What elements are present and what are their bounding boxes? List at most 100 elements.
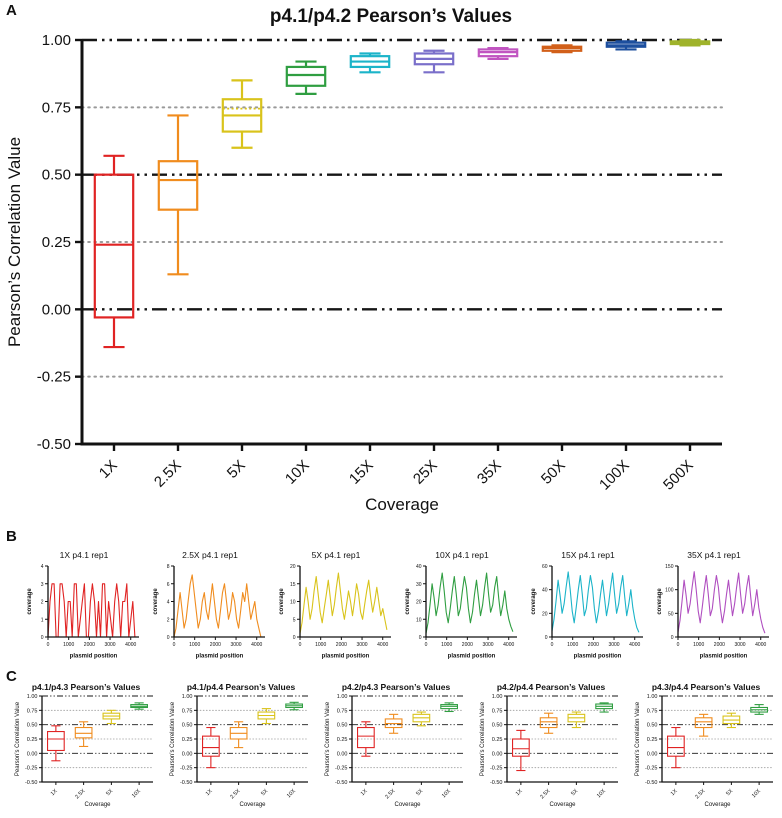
- svg-text:0.00: 0.00: [337, 751, 348, 757]
- coverage-chart-cell: 2.5X p4.1 rep1 0 2 4 6 8 0 1000 2000 3000 4000 cov…: [150, 550, 270, 660]
- svg-text:Coverage: Coverage: [394, 802, 421, 808]
- pearson-chart-cell: p4.2/p4.4 Pearson’s Values 1X 2.5X 5X 10X -0…: [477, 682, 625, 809]
- svg-text:-0.25: -0.25: [490, 766, 503, 772]
- svg-text:Coverage: Coverage: [549, 802, 576, 808]
- coverage-line-chart-2-5x: 0 2 4 6 8 0 1000 2000 3000 4000 coverage plasmid po…: [150, 562, 270, 660]
- svg-text:0: 0: [677, 642, 680, 648]
- svg-text:10: 10: [416, 617, 422, 623]
- panel-c-row: p4.1/p4.3 Pearson’s Values 1X 2.5X 5X 10X -0…: [12, 682, 780, 809]
- coverage-line-chart-5x: 0 5 10 15 20 0 1000 2000 3000 4000 coverage plasmid…: [276, 562, 396, 660]
- svg-text:3: 3: [41, 582, 44, 588]
- svg-text:plasmid position: plasmid position: [448, 654, 496, 660]
- svg-text:0: 0: [545, 635, 548, 641]
- svg-text:0.25: 0.25: [27, 737, 38, 743]
- svg-text:100X: 100X: [596, 457, 633, 494]
- svg-text:1000: 1000: [567, 642, 578, 648]
- svg-text:2000: 2000: [336, 642, 347, 648]
- svg-text:2: 2: [41, 600, 44, 606]
- svg-text:40: 40: [416, 564, 422, 570]
- svg-text:plasmid position: plasmid position: [700, 654, 748, 660]
- svg-text:0.50: 0.50: [647, 723, 658, 729]
- svg-text:2.5X: 2.5X: [229, 788, 241, 800]
- svg-text:2.5X: 2.5X: [539, 788, 551, 800]
- boxplot-title: p4.1/p4.3 Pearson’s Values: [31, 682, 141, 692]
- svg-text:0: 0: [293, 635, 296, 641]
- svg-text:20: 20: [542, 611, 548, 617]
- svg-text:1.00: 1.00: [647, 694, 658, 700]
- svg-text:5X: 5X: [224, 457, 249, 482]
- svg-text:0: 0: [167, 635, 170, 641]
- panel-label-b: B: [6, 528, 17, 545]
- coverage-chart-cell: 10X p4.1 rep1 0 10 20 30 40 0 1000 2000 3000 4000…: [402, 550, 522, 660]
- svg-text:2000: 2000: [210, 642, 221, 648]
- boxplot-p42-p43: 1X 2.5X 5X 10X -0.50 -0.25 0.00 0.25 0.50 0.75 1.0…: [322, 693, 470, 809]
- panel-a-boxplot: 1X 2.5X 5X 10X 15X 25X 35X 50X 100X 500X -0.50 -0.2…: [4, 30, 760, 520]
- svg-text:1.00: 1.00: [182, 694, 193, 700]
- svg-text:coverage: coverage: [153, 588, 159, 615]
- svg-text:10X: 10X: [286, 788, 297, 799]
- svg-text:-0.50: -0.50: [645, 780, 658, 786]
- svg-text:plasmid position: plasmid position: [196, 654, 244, 660]
- svg-text:0.00: 0.00: [27, 751, 38, 757]
- svg-text:0.50: 0.50: [337, 723, 348, 729]
- svg-text:10X: 10X: [596, 788, 607, 799]
- svg-text:4: 4: [167, 600, 170, 606]
- svg-text:Pearson’s Correlation Value: Pearson’s Correlation Value: [635, 701, 641, 776]
- svg-text:0.25: 0.25: [647, 737, 658, 743]
- svg-text:0.50: 0.50: [182, 723, 193, 729]
- svg-text:-0.25: -0.25: [37, 369, 71, 386]
- svg-text:20: 20: [290, 564, 296, 570]
- svg-text:1X: 1X: [360, 788, 369, 797]
- svg-text:1000: 1000: [693, 642, 704, 648]
- svg-text:4000: 4000: [503, 642, 514, 648]
- svg-text:coverage: coverage: [657, 588, 663, 615]
- svg-text:10X: 10X: [131, 788, 142, 799]
- svg-text:coverage: coverage: [405, 588, 411, 615]
- svg-text:4000: 4000: [251, 642, 262, 648]
- svg-text:2000: 2000: [84, 642, 95, 648]
- svg-text:2.5X: 2.5X: [74, 788, 86, 800]
- svg-text:5X: 5X: [105, 788, 114, 797]
- svg-text:0.25: 0.25: [337, 737, 348, 743]
- svg-text:Pearson’s Correlation Value: Pearson’s Correlation Value: [15, 701, 21, 776]
- svg-text:4000: 4000: [755, 642, 766, 648]
- svg-text:-0.50: -0.50: [490, 780, 503, 786]
- svg-text:10X: 10X: [282, 457, 313, 488]
- coverage-line-chart-1x: 0 1 2 3 4 0 1000 2000 3000 4000 coverage plasmid po…: [24, 562, 144, 660]
- panel-label-a: A: [6, 2, 17, 19]
- svg-text:1000: 1000: [63, 642, 74, 648]
- svg-text:0.75: 0.75: [27, 708, 38, 714]
- svg-text:1X: 1X: [515, 788, 524, 797]
- svg-text:4000: 4000: [629, 642, 640, 648]
- svg-text:150: 150: [665, 564, 674, 570]
- svg-text:0: 0: [425, 642, 428, 648]
- svg-text:25X: 25X: [410, 457, 441, 488]
- svg-text:10: 10: [290, 600, 296, 606]
- svg-text:1.00: 1.00: [492, 694, 503, 700]
- line-chart-title: 5X p4.1 rep1: [311, 550, 361, 560]
- svg-text:5X: 5X: [415, 788, 424, 797]
- svg-text:2.5X: 2.5X: [151, 457, 185, 491]
- svg-text:0: 0: [419, 635, 422, 641]
- boxplot-p41-p44: 1X 2.5X 5X 10X -0.50 -0.25 0.00 0.25 0.50 0.75 1.0…: [167, 693, 315, 809]
- svg-text:0.75: 0.75: [647, 708, 658, 714]
- svg-text:6: 6: [167, 582, 170, 588]
- svg-text:0.00: 0.00: [492, 751, 503, 757]
- svg-text:-0.25: -0.25: [645, 766, 658, 772]
- svg-text:30: 30: [416, 582, 422, 588]
- svg-text:-0.25: -0.25: [335, 766, 348, 772]
- svg-text:plasmid position: plasmid position: [574, 654, 622, 660]
- svg-text:0: 0: [173, 642, 176, 648]
- panel-b-row: 1X p4.1 rep1 0 1 2 3 4 0 1000 2000 3000 4000 cover…: [24, 550, 774, 660]
- svg-text:4000: 4000: [377, 642, 388, 648]
- svg-text:3000: 3000: [104, 642, 115, 648]
- svg-text:35X: 35X: [474, 457, 505, 488]
- boxplot-p42-p44: 1X 2.5X 5X 10X -0.50 -0.25 0.00 0.25 0.50 0.75 1.0…: [477, 693, 625, 809]
- line-chart-title: 10X p4.1 rep1: [435, 550, 489, 560]
- svg-text:0.50: 0.50: [42, 167, 71, 184]
- svg-text:1.00: 1.00: [337, 694, 348, 700]
- svg-text:1: 1: [41, 617, 44, 623]
- svg-text:5X: 5X: [570, 788, 579, 797]
- svg-text:-0.50: -0.50: [25, 780, 38, 786]
- svg-text:5X: 5X: [725, 788, 734, 797]
